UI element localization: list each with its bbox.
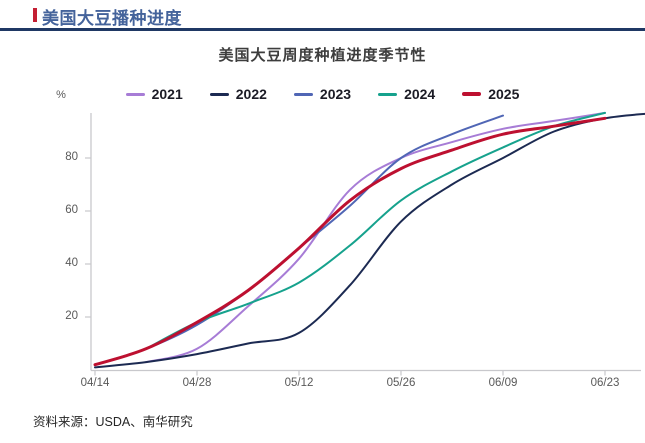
series-line-2024 <box>145 111 606 350</box>
y-tick-label: 20 <box>65 310 78 322</box>
chart-legend: 2021 2022 2023 2024 2025 <box>0 86 645 102</box>
x-tick-label: 05/12 <box>284 377 314 389</box>
series-line-2025 <box>93 116 607 367</box>
y-tick-label: 40 <box>65 257 78 269</box>
legend-label: 2022 <box>235 86 267 102</box>
legend-label: 2025 <box>488 86 520 102</box>
legend-swatch-icon <box>209 92 229 96</box>
page-title: 美国大豆播种进度 <box>42 9 182 28</box>
legend-label: 2023 <box>319 86 352 102</box>
series-line-2022 <box>94 112 645 369</box>
legend-item-2022: 2022 <box>209 86 267 102</box>
legend-item-2023: 2023 <box>293 86 352 102</box>
legend-label: 2021 <box>151 86 183 102</box>
chart-title: 美国大豆周度种植进度季节性 <box>218 47 427 64</box>
x-tick-label: 04/28 <box>182 377 212 389</box>
legend-swatch-icon <box>378 92 398 96</box>
legend-item-2024: 2024 <box>378 86 435 102</box>
legend-item-2021: 2021 <box>125 86 183 102</box>
header-divider <box>0 28 645 31</box>
x-tick-label: 04/14 <box>80 377 110 389</box>
legend-swatch-icon <box>462 92 482 96</box>
series-line-2021 <box>145 111 606 364</box>
header-accent-bar <box>33 8 37 22</box>
source-note: 资料来源：USDA、南华研究 <box>33 415 193 429</box>
x-tick-label: 05/26 <box>386 377 416 389</box>
legend-item-2025: 2025 <box>462 86 519 102</box>
x-tick-label: 06/23 <box>590 377 620 389</box>
legend-swatch-icon <box>293 92 313 96</box>
x-tick-label: 06/09 <box>488 377 518 389</box>
legend-swatch-icon <box>125 92 145 96</box>
legend-label: 2024 <box>404 86 436 102</box>
y-axis-unit-label: % <box>56 89 66 101</box>
y-tick-label: 80 <box>65 151 78 163</box>
y-tick-label: 60 <box>65 204 78 216</box>
